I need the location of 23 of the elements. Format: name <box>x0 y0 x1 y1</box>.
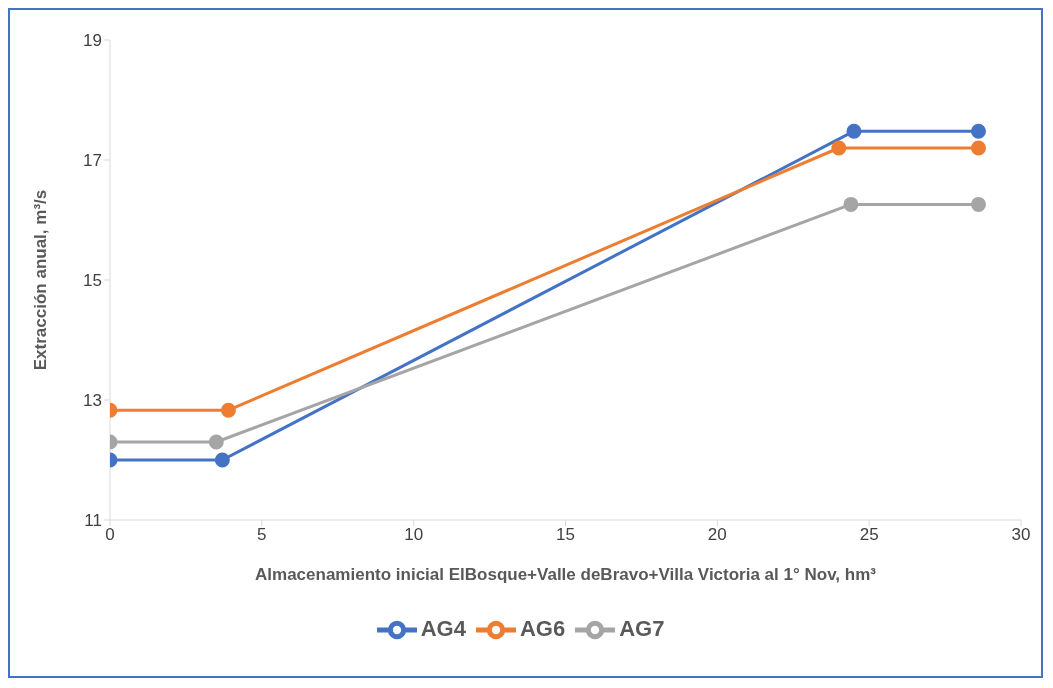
point <box>970 196 986 212</box>
y-tick-label: 19 <box>83 31 102 51</box>
x-tick-label: 10 <box>404 525 424 545</box>
x-tick-label: 0 <box>105 525 115 545</box>
legend-label: AG6 <box>519 615 566 641</box>
point <box>831 140 847 156</box>
y-axis-title: Extracción anual, m³/s <box>31 189 51 371</box>
point <box>846 123 862 139</box>
x-tick-label: 25 <box>859 525 879 545</box>
point <box>970 140 986 156</box>
x-tick-label: 5 <box>257 525 267 545</box>
y-tick-label: 17 <box>83 151 102 171</box>
x-tick-label: 15 <box>556 525 575 545</box>
x-axis-title: Almacenamiento inicial ElBosque+Valle deBravo+Villa Victoria al 1° Nov, hm³ <box>255 565 877 584</box>
legend-label: AG7 <box>619 615 665 641</box>
legend-label: AG4 <box>420 615 466 641</box>
point <box>843 196 859 212</box>
y-tick-label: 11 <box>84 511 102 531</box>
x-tick-label: 30 <box>1011 525 1031 545</box>
x-tick-label: 20 <box>707 525 727 545</box>
point <box>970 123 986 139</box>
y-tick-label: 13 <box>83 391 102 411</box>
y-tick-label: 15 <box>83 271 102 291</box>
